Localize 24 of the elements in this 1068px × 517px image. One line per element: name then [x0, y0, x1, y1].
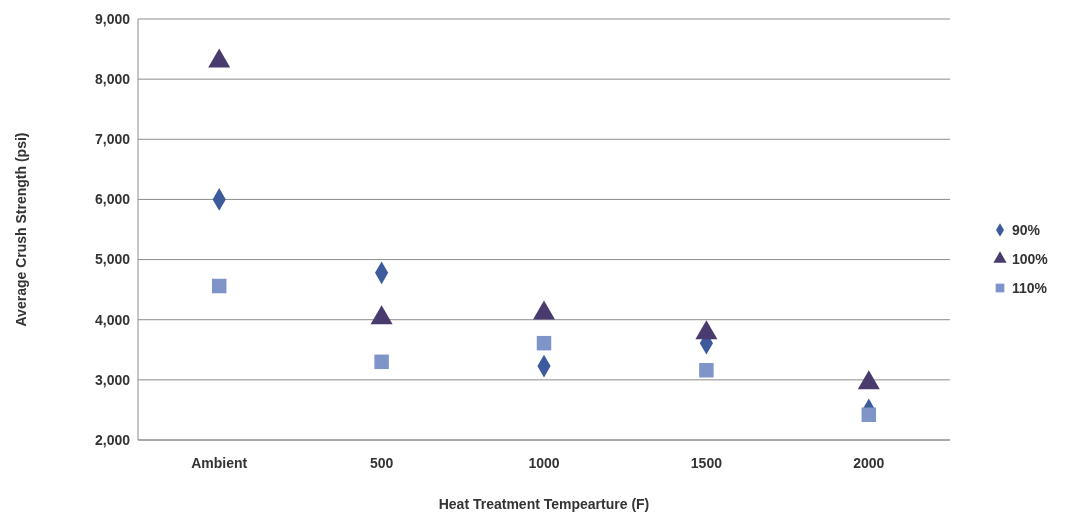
point — [536, 335, 552, 351]
point — [861, 407, 877, 422]
point — [374, 354, 389, 370]
point — [211, 278, 227, 294]
y-tick-label: 5,000 — [94, 251, 131, 268]
x-tick-label: 2000 — [853, 455, 885, 471]
y-tick-label: 9,000 — [94, 10, 131, 27]
y-tick-label: 4,000 — [94, 311, 131, 328]
x-axis-title: Heat Treatment Tempearture (F) — [438, 496, 650, 512]
x-tick-label: 1500 — [690, 455, 723, 471]
legend-label: 110% — [1012, 279, 1048, 296]
x-tick-label: 500 — [369, 455, 394, 471]
y-tick-label: 8,000 — [94, 71, 131, 88]
y-tick-label: 6,000 — [94, 191, 131, 208]
x-tick-label: 1000 — [528, 455, 560, 471]
y-tick-label: 3,000 — [94, 371, 131, 388]
legend-label: 90% — [1012, 221, 1041, 238]
point — [699, 362, 714, 378]
point — [208, 48, 231, 68]
legend-label: 100% — [1012, 250, 1049, 267]
y-tick-label: 7,000 — [94, 131, 131, 148]
y-tick-label: 2,000 — [94, 431, 131, 448]
y-axis-title: Average Crush Strength (psi) — [13, 132, 29, 327]
x-tick-label: Ambient — [191, 455, 248, 471]
